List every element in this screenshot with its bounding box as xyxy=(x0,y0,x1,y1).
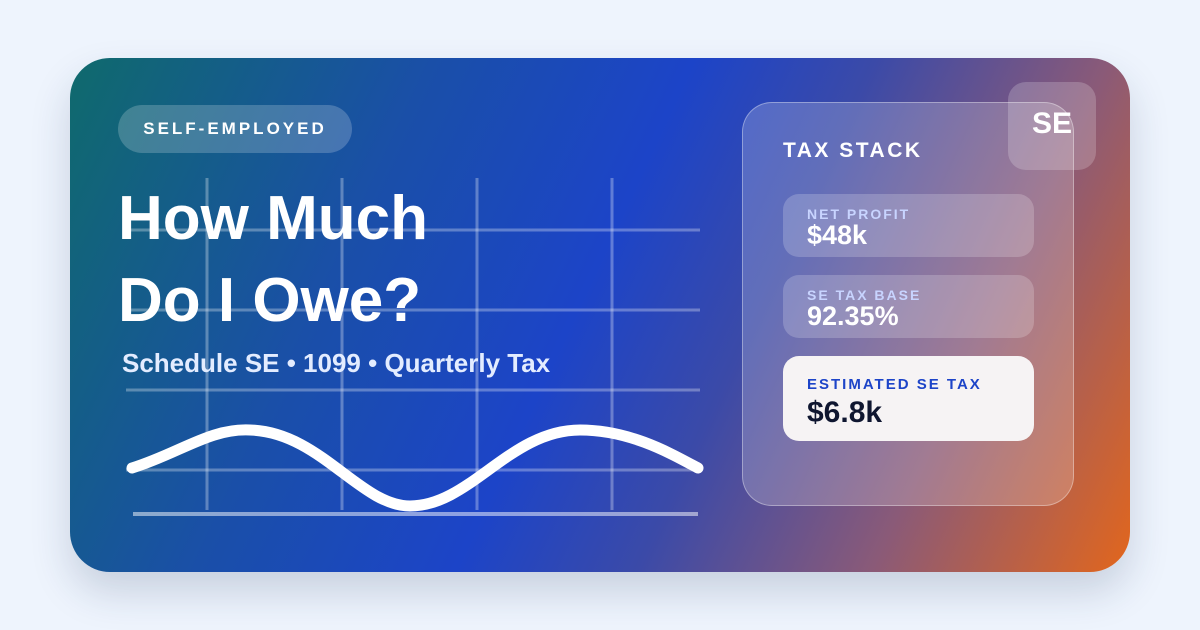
decorative-chart xyxy=(126,178,704,516)
category-badge: SELF-EMPLOYED xyxy=(118,105,352,153)
hero-card: SELF-EMPLOYED How Much Do I Owe? Schedul… xyxy=(70,58,1130,572)
subtitle: Schedule SE • 1099 • Quarterly Tax xyxy=(122,348,551,378)
stat-value: 92.35% xyxy=(807,301,899,331)
tax-panel: TAX STACK NET PROFIT $48k SE TAX BASE 92… xyxy=(742,102,1074,506)
stat-card: NET PROFIT $48k xyxy=(783,194,1034,257)
stat-card-highlight: ESTIMATED SE TAX $6.8k xyxy=(783,356,1034,441)
stat-value: $6.8k xyxy=(807,396,883,429)
stat-label: NET PROFIT xyxy=(807,206,911,222)
headline-line: How Much xyxy=(118,184,428,253)
panel-title: TAX STACK xyxy=(783,139,923,162)
stat-label: SE TAX BASE xyxy=(807,287,922,303)
stat-label: ESTIMATED SE TAX xyxy=(807,376,982,393)
stat-value: $48k xyxy=(807,220,868,250)
headline: How Much Do I Owe? xyxy=(118,178,428,342)
headline-line: Do I Owe? xyxy=(118,266,422,335)
corner-badge: SE xyxy=(1008,82,1096,170)
stat-card: SE TAX BASE 92.35% xyxy=(783,275,1034,338)
